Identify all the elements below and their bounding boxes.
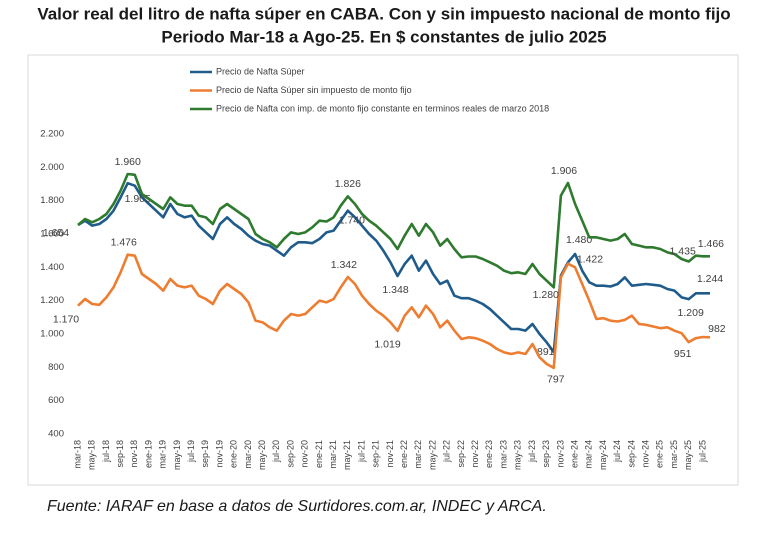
legend-label: Precio de Nafta con imp. de monto fijo c…: [216, 103, 549, 113]
x-tick-label: may-23: [513, 440, 523, 470]
data-label: 1.019: [374, 339, 400, 351]
y-tick-label: 2.200: [40, 129, 64, 140]
data-label: 891: [537, 346, 555, 358]
series-line: [77, 172, 710, 289]
data-label: 1.480: [566, 234, 592, 246]
x-tick-label: mar-25: [669, 440, 679, 469]
data-label: 1.209: [678, 307, 704, 319]
chart-subtitle: Periodo Mar-18 a Ago-25. En $ constantes…: [161, 27, 606, 46]
x-tick-label: may-21: [342, 440, 352, 470]
x-tick-label: jul-25: [697, 440, 707, 463]
x-tick-label: mar-19: [158, 440, 168, 469]
y-tick-label: 1.600: [40, 229, 64, 240]
x-tick-label: jul-22: [442, 440, 452, 463]
data-label: 1.906: [551, 165, 577, 177]
x-tick-label: may-22: [427, 440, 437, 470]
data-label: 1.170: [53, 313, 79, 325]
legend-label: Precio de Nafta Súper sin impuesto de mo…: [216, 85, 412, 95]
data-label: 951: [674, 348, 692, 360]
x-tick-label: ene-20: [229, 440, 239, 468]
x-tick-label: sep-23: [541, 440, 551, 468]
x-tick-label: sep-22: [456, 440, 466, 468]
y-tick-label: 1.200: [40, 295, 64, 306]
data-label: 1.342: [331, 259, 357, 271]
data-label: 1.348: [382, 284, 408, 296]
x-tick-label: mar-20: [243, 440, 253, 469]
series-line: [77, 181, 710, 354]
x-tick-label: may-25: [683, 440, 693, 470]
x-tick-label: nov-23: [555, 440, 565, 468]
x-tick-label: mar-18: [72, 440, 82, 469]
source-note: Fuente: IARAF en base a datos de Surtido…: [47, 498, 547, 515]
x-tick-label: may-20: [257, 440, 267, 470]
data-label: 797: [547, 374, 565, 386]
x-tick-label: sep-18: [115, 440, 125, 468]
x-tick-label: nov-22: [470, 440, 480, 468]
data-label: 1.422: [577, 253, 603, 265]
chart-title: Valor real del litro de nafta súper en C…: [37, 4, 730, 23]
y-tick-label: 600: [48, 395, 64, 406]
y-tick-label: 1.800: [40, 195, 64, 206]
x-tick-label: jul-21: [356, 440, 366, 463]
x-tick-label: mar-22: [413, 440, 423, 469]
x-tick-label: nov-18: [129, 440, 139, 468]
x-tick-label: ene-19: [143, 440, 153, 468]
x-tick-label: mar-24: [584, 440, 594, 469]
x-tick-label: sep-24: [626, 440, 636, 468]
x-tick-label: jul-24: [612, 440, 622, 463]
y-tick-label: 800: [48, 362, 64, 373]
x-tick-label: may-18: [87, 440, 97, 470]
data-label: 1.740: [339, 214, 365, 226]
data-label: 1.466: [698, 238, 724, 250]
x-tick-label: sep-21: [371, 440, 381, 468]
x-tick-label: nov-20: [300, 440, 310, 468]
y-tick-label: 1.000: [40, 329, 64, 340]
x-tick-label: ene-24: [569, 440, 579, 468]
data-label: 1.476: [111, 236, 137, 248]
y-tick-label: 400: [48, 429, 64, 440]
x-tick-label: nov-21: [385, 440, 395, 468]
data-label: 1.960: [115, 156, 141, 168]
x-tick-label: jul-19: [186, 440, 196, 463]
series-line: [77, 253, 711, 370]
x-tick-label: ene-23: [484, 440, 494, 468]
x-tick-label: jul-20: [271, 440, 281, 463]
x-tick-label: nov-19: [214, 440, 224, 468]
plot-frame: [27, 54, 739, 486]
x-tick-label: sep-20: [285, 440, 295, 468]
x-tick-label: ene-25: [655, 440, 665, 468]
data-label: 1.280: [533, 289, 559, 301]
x-tick-label: may-19: [172, 440, 182, 470]
data-label: 1.244: [697, 273, 723, 285]
x-tick-label: jul-23: [527, 440, 537, 463]
x-tick-label: mar-23: [498, 440, 508, 469]
data-label: 982: [708, 323, 726, 335]
x-tick-label: jul-18: [101, 440, 111, 463]
legend-label: Precio de Nafta Súper: [216, 66, 305, 76]
data-label: 1.435: [670, 245, 696, 257]
data-label: 1.654: [43, 227, 69, 239]
y-tick-label: 2.000: [40, 162, 64, 173]
x-tick-label: may-24: [598, 440, 608, 470]
x-tick-label: sep-19: [200, 440, 210, 468]
y-tick-label: 1.400: [40, 262, 64, 273]
x-tick-label: mar-21: [328, 440, 338, 469]
x-tick-label: ene-22: [399, 440, 409, 468]
x-tick-label: ene-21: [314, 440, 324, 468]
x-tick-label: nov-24: [640, 440, 650, 468]
data-label: 1.826: [335, 178, 361, 190]
